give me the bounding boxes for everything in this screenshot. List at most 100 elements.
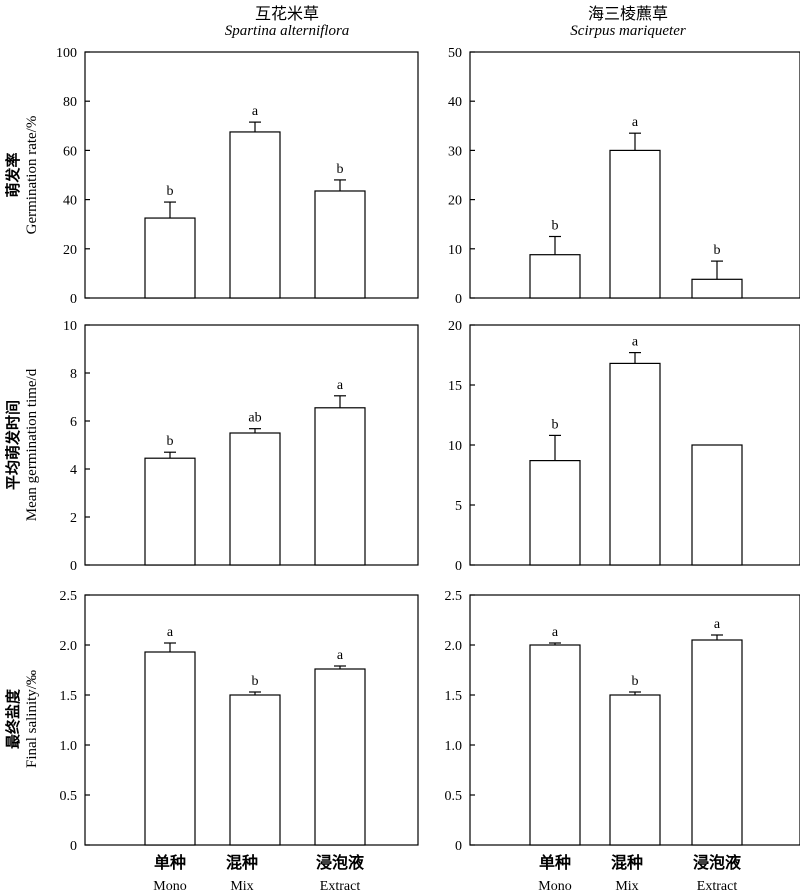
row-label-germination-rate: 萌发率 Germination rate/% xyxy=(4,116,40,235)
column-title-en-left: Spartina alterniflora xyxy=(225,23,350,39)
y-tick-label: 6 xyxy=(70,415,77,430)
category-label-zh: 浸泡液 xyxy=(316,853,365,872)
chart-panel: 0 0.5 1.0 1.5 2.0 2.5 a b a xyxy=(445,589,800,854)
y-tick-label: 60 xyxy=(63,144,77,159)
category-label-zh: 混种 xyxy=(611,853,643,872)
bar xyxy=(144,651,196,846)
significance-label: b xyxy=(552,219,559,234)
ylabel-zh: 萌发率 xyxy=(4,152,22,197)
bar xyxy=(529,644,581,846)
bar xyxy=(609,149,661,299)
chart-panel: 0 0.5 1.0 1.5 2.0 2.5 a b a xyxy=(60,589,419,854)
y-tick-label: 0 xyxy=(70,839,77,854)
bar xyxy=(691,278,743,299)
y-tick-label: 40 xyxy=(448,95,462,110)
significance-label: a xyxy=(632,335,639,350)
y-tick-label: 40 xyxy=(63,194,77,209)
y-tick-label: 2.5 xyxy=(60,589,78,604)
significance-label: b xyxy=(714,243,721,258)
y-tick-label: 20 xyxy=(63,243,77,258)
y-tick-label: 15 xyxy=(448,379,462,394)
ylabel-zh: 最终盐度 xyxy=(4,688,22,749)
bar xyxy=(229,131,281,299)
bar xyxy=(529,460,581,566)
significance-label: b xyxy=(632,674,639,689)
bar xyxy=(314,190,366,299)
significance-label: b xyxy=(167,434,174,449)
y-tick-label: 20 xyxy=(448,319,462,334)
y-tick-label: 10 xyxy=(448,439,462,454)
bar xyxy=(609,362,661,566)
category-label-en: Mix xyxy=(230,879,253,894)
significance-label: a xyxy=(337,378,344,393)
category-label-zh: 浸泡液 xyxy=(693,853,742,872)
y-tick-label: 1.0 xyxy=(445,739,463,754)
significance-label: ab xyxy=(248,411,261,426)
column-title-zh-left: 互花米草 xyxy=(255,5,319,23)
significance-label: b xyxy=(167,184,174,199)
chart-panel: 0 10 20 30 40 50 b a b xyxy=(448,46,800,307)
y-tick-label: 1.0 xyxy=(60,739,78,754)
y-tick-label: 1.5 xyxy=(60,689,78,704)
chart-panel: 0 5 10 15 20 b a xyxy=(448,319,800,574)
significance-label: b xyxy=(552,417,559,432)
y-tick-label: 0.5 xyxy=(60,789,78,804)
y-tick-label: 0 xyxy=(455,292,462,307)
ylabel-en: Germination rate/% xyxy=(24,116,40,235)
significance-label: a xyxy=(632,115,639,130)
category-label-zh: 混种 xyxy=(226,853,258,872)
category-label-en: Mix xyxy=(615,879,638,894)
y-tick-label: 10 xyxy=(448,243,462,258)
y-tick-label: 0 xyxy=(455,559,462,574)
y-tick-label: 100 xyxy=(56,46,77,61)
category-label-zh: 单种 xyxy=(154,853,186,872)
bar xyxy=(144,217,196,299)
significance-label: a xyxy=(252,104,259,119)
category-label-zh: 单种 xyxy=(539,853,571,872)
y-tick-label: 8 xyxy=(70,367,77,382)
y-tick-label: 2 xyxy=(70,511,77,526)
y-tick-label: 0 xyxy=(455,839,462,854)
y-tick-label: 20 xyxy=(448,194,462,209)
y-tick-label: 30 xyxy=(448,144,462,159)
significance-label: a xyxy=(552,625,559,640)
category-label-en: Extract xyxy=(697,879,738,894)
y-tick-label: 50 xyxy=(448,46,462,61)
bar xyxy=(229,694,281,846)
ylabel-zh: 平均萌发时间 xyxy=(4,400,22,490)
bar xyxy=(144,457,196,566)
row-label-final-salinity: 最终盐度 Final salinity/‰ xyxy=(4,670,40,768)
category-label-en: Mono xyxy=(538,879,571,894)
column-title-zh-right: 海三棱藨草 xyxy=(588,5,668,23)
y-tick-label: 0 xyxy=(70,559,77,574)
y-tick-label: 2.0 xyxy=(60,639,78,654)
category-label-en: Mono xyxy=(153,879,186,894)
category-label-en: Extract xyxy=(320,879,361,894)
y-tick-label: 2.5 xyxy=(445,589,463,604)
significance-label: a xyxy=(337,648,344,663)
y-tick-label: 0 xyxy=(70,292,77,307)
significance-label: a xyxy=(714,617,721,632)
chart-panel: 0 2 4 6 8 10 b ab a xyxy=(63,319,419,574)
y-tick-label: 10 xyxy=(63,319,77,334)
column-title-en-right: Scirpus mariqueter xyxy=(570,23,686,39)
y-tick-label: 0.5 xyxy=(445,789,463,804)
row-label-mean-germination-time: 平均萌发时间 Mean germination time/d xyxy=(4,368,40,521)
bar xyxy=(229,432,281,566)
ylabel-en: Mean germination time/d xyxy=(24,368,40,521)
bar xyxy=(314,668,366,846)
significance-label: a xyxy=(167,625,174,640)
y-tick-label: 1.5 xyxy=(445,689,463,704)
y-tick-label: 80 xyxy=(63,95,77,110)
panels: 020406080100bab01020304050bab0246810baba… xyxy=(56,46,800,854)
bar xyxy=(529,254,581,299)
y-tick-label: 2.0 xyxy=(445,639,463,654)
bar xyxy=(314,407,366,566)
bar xyxy=(609,694,661,846)
ylabel-en: Final salinity/‰ xyxy=(24,670,40,768)
y-tick-label: 5 xyxy=(455,499,462,514)
y-tick-label: 4 xyxy=(70,463,77,478)
chart-panel: 0 20 40 60 80 100 b a b xyxy=(56,46,419,307)
bar xyxy=(691,444,743,566)
